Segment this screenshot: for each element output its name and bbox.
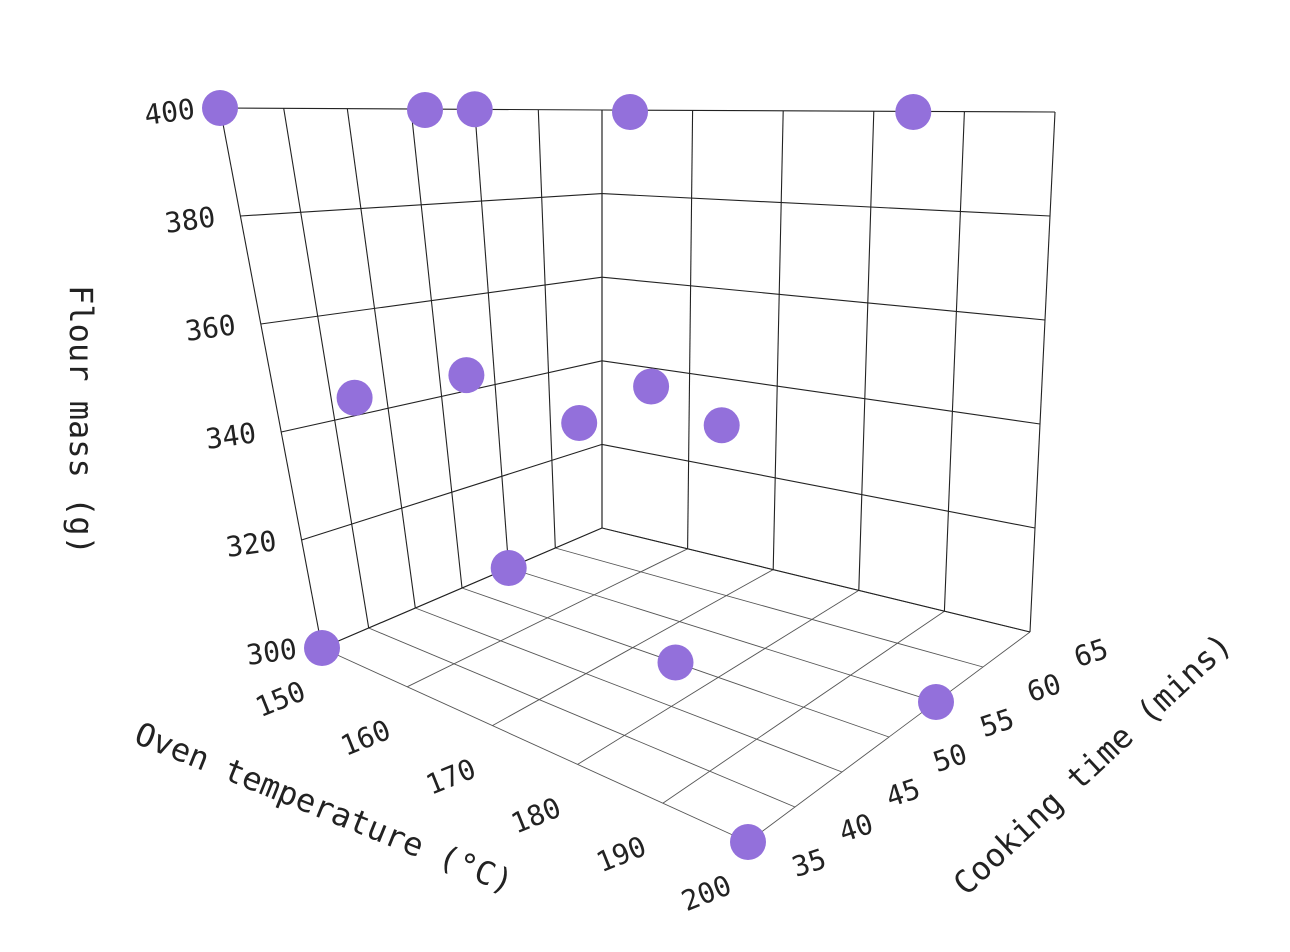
back-wall-gridline-z	[601, 527, 1031, 633]
floor-gridline-y	[368, 627, 796, 808]
y-tick-label: 65	[1070, 632, 1112, 674]
data-point	[612, 94, 648, 130]
y-tick-label: 50	[929, 737, 971, 779]
side-wall-gridline-y	[474, 109, 510, 569]
data-point	[456, 91, 493, 128]
y-tick-label: 40	[835, 807, 877, 849]
data-point	[918, 684, 954, 720]
y-tick-label: 45	[882, 772, 924, 814]
x-tick-label: 190	[592, 830, 651, 880]
grid-lines	[219, 107, 1056, 843]
x-tick-label: 180	[506, 791, 565, 841]
side-wall-gridline-z	[240, 193, 603, 217]
data-point	[304, 630, 340, 666]
back-wall-gridline-z	[601, 443, 1036, 529]
back-wall-gridline-x	[943, 111, 965, 612]
data-points	[202, 90, 954, 860]
back-wall-gridline-x	[687, 110, 694, 549]
z-tick-label: 380	[163, 200, 218, 240]
data-point	[407, 92, 443, 128]
data-point	[895, 94, 932, 130]
x-tick-label: 170	[421, 752, 480, 802]
data-point	[448, 357, 485, 394]
side-wall-gridline-y	[410, 108, 463, 589]
z-tick-label: 400	[142, 92, 197, 132]
x-tick-label: 150	[251, 674, 310, 724]
data-point	[490, 550, 527, 586]
back-wall-gridline-x	[1029, 111, 1056, 633]
side-wall-gridline-y	[346, 108, 416, 609]
z-tick-label: 300	[244, 632, 299, 672]
y-tick-label: 60	[1023, 667, 1065, 709]
z-tick-label: 360	[183, 308, 238, 348]
side-wall-gridline-y	[219, 107, 323, 649]
back-wall-gridline-x	[858, 111, 875, 591]
data-point	[561, 405, 598, 441]
back-wall-gridline-z	[601, 193, 1051, 217]
data-point	[633, 368, 670, 405]
back-wall-gridline-z	[601, 360, 1041, 425]
back-wall-gridline-x	[772, 110, 784, 570]
floor-gridline-y	[508, 567, 937, 703]
data-point	[730, 824, 766, 860]
y-tick-label: 35	[788, 842, 830, 884]
side-wall-gridline-z	[260, 276, 603, 325]
data-point	[202, 90, 238, 126]
side-wall-gridline-z	[281, 360, 603, 433]
side-wall-gridline-y	[283, 108, 370, 629]
side-wall-gridline-z	[301, 443, 603, 541]
x-tick-label: 160	[336, 713, 395, 763]
back-wall-gridline-z	[601, 276, 1046, 321]
z-axis-title: Flour mass (g)	[62, 285, 100, 555]
data-point	[336, 379, 373, 416]
x-tick-label: 200	[677, 868, 736, 918]
z-tick-label: 340	[203, 416, 258, 456]
floor-gridline-y	[415, 607, 843, 773]
data-point	[703, 407, 740, 444]
y-tick-label: 55	[976, 702, 1018, 744]
back-wall-gridline-z	[601, 109, 1056, 113]
side-wall-gridline-y	[537, 109, 556, 549]
floor-gridline-y	[555, 547, 984, 668]
side-wall-gridline-z	[321, 527, 603, 649]
floor-gridline-y	[321, 647, 749, 843]
x-axis-title: Oven temperature (°C)	[129, 714, 518, 901]
data-point	[657, 644, 694, 681]
z-tick-label: 320	[224, 524, 279, 564]
